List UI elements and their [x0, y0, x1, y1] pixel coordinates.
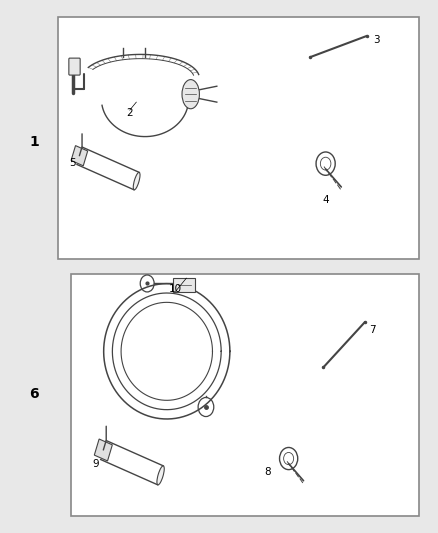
FancyBboxPatch shape [69, 58, 80, 75]
Text: 7: 7 [369, 325, 376, 335]
Text: 3: 3 [374, 35, 380, 45]
FancyBboxPatch shape [173, 278, 195, 293]
Ellipse shape [157, 466, 164, 485]
Bar [58, 17, 419, 259]
Ellipse shape [182, 79, 199, 109]
Ellipse shape [133, 172, 140, 190]
Text: 6: 6 [29, 387, 39, 401]
Text: 4: 4 [322, 195, 329, 205]
Bar [71, 146, 88, 166]
Bar [94, 439, 112, 461]
Text: 1: 1 [29, 135, 39, 149]
Bar [71, 274, 419, 516]
Text: 10: 10 [169, 284, 182, 294]
Text: 5: 5 [69, 158, 75, 168]
Text: 9: 9 [93, 459, 99, 469]
Text: 2: 2 [127, 108, 133, 118]
Text: 8: 8 [265, 467, 271, 477]
